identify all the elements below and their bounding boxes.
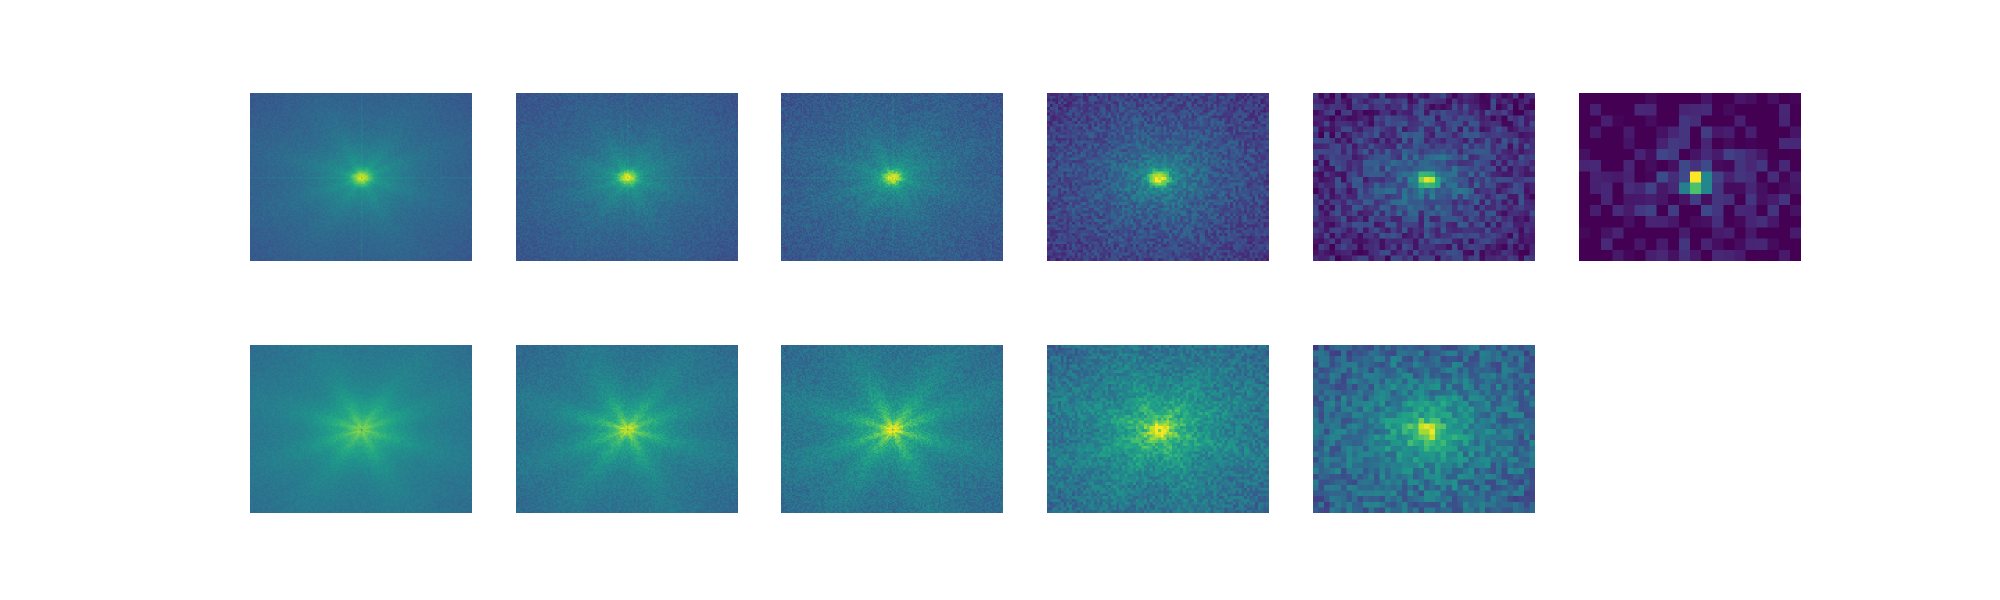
spectrum-panel-r2-c3 — [781, 345, 1003, 513]
spectrum-panel-r2-c2 — [516, 345, 738, 513]
spectrum-panel-r1-c3 — [781, 93, 1003, 261]
spectrum-panel-r2-c1 — [250, 345, 472, 513]
spectrum-panel-r1-c6 — [1579, 93, 1801, 261]
spectrum-panel-r2-c4 — [1047, 345, 1269, 513]
spectrum-panel-r1-c4 — [1047, 93, 1269, 261]
spectrum-panel-r2-c5 — [1313, 345, 1535, 513]
spectrum-panel-r1-c5 — [1313, 93, 1535, 261]
spectrum-panel-r1-c2 — [516, 93, 738, 261]
spectrum-panel-r1-c1 — [250, 93, 472, 261]
